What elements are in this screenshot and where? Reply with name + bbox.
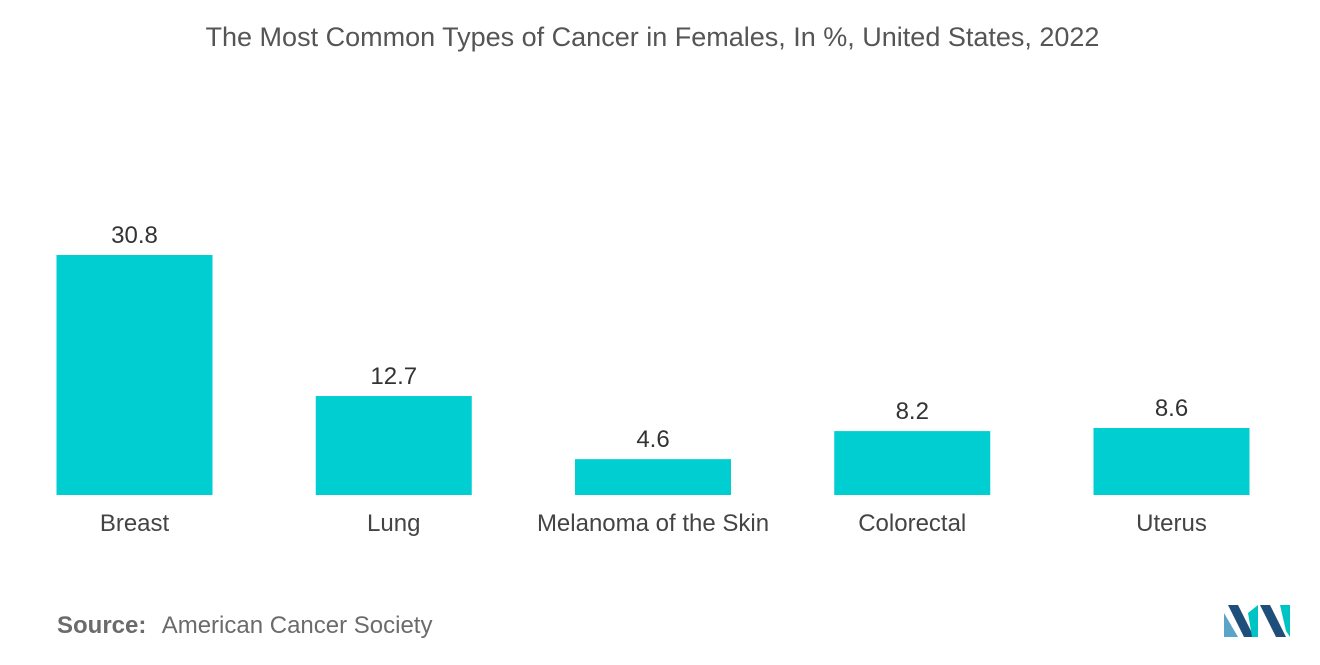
category-label: Lung — [367, 510, 420, 537]
value-label: 4.6 — [636, 426, 669, 453]
value-label: 8.6 — [1155, 395, 1188, 422]
category-label: Melanoma of the Skin — [537, 510, 769, 537]
category-label: Colorectal — [858, 510, 966, 537]
bar-breast — [56, 255, 213, 495]
bar-melanoma-of-the-skin — [575, 459, 731, 495]
bar-colorectal — [834, 431, 991, 495]
value-label: 8.2 — [896, 398, 929, 425]
bar-lung — [315, 396, 472, 495]
value-label: 12.7 — [370, 363, 417, 390]
mordor-intelligence-logo-icon — [1224, 603, 1290, 644]
source-note: Source: American Cancer Society — [57, 612, 432, 640]
category-label: Uterus — [1136, 510, 1207, 537]
source-text: American Cancer Society — [161, 612, 433, 639]
source-label: Source: — [57, 612, 147, 639]
value-label: 30.8 — [111, 222, 158, 249]
category-label: Breast — [100, 510, 170, 537]
bar-uterus — [1093, 427, 1250, 495]
chart-title: The Most Common Types of Cancer in Femal… — [205, 22, 1100, 52]
